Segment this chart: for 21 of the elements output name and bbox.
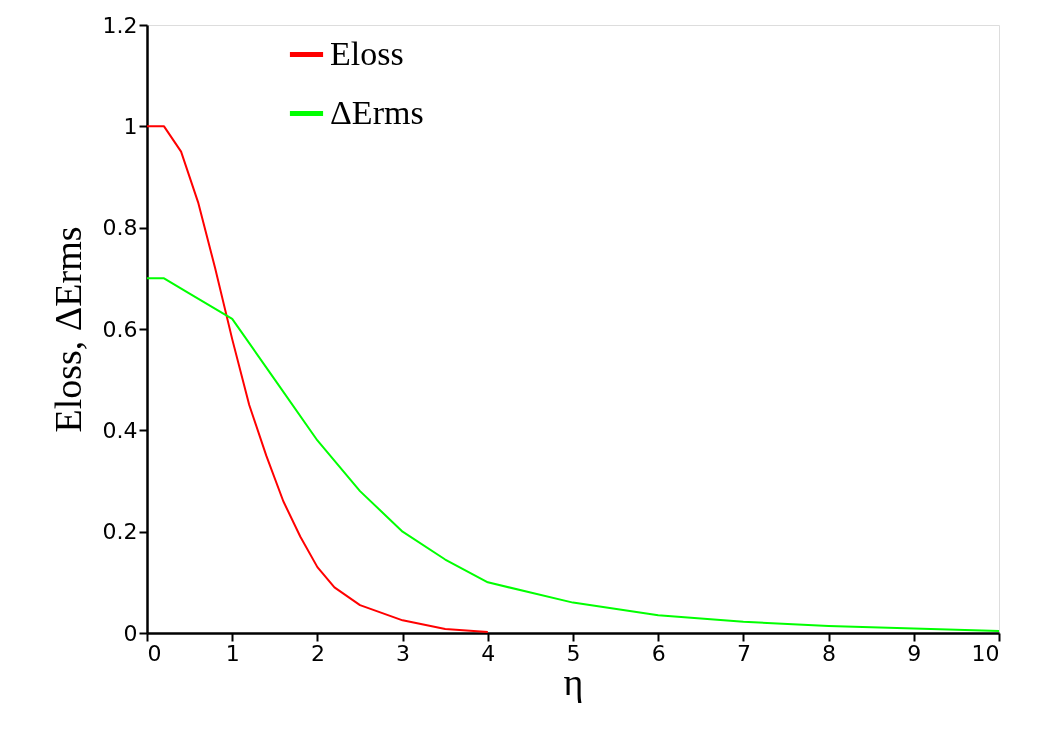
x-tick-label: 9: [907, 640, 922, 666]
y-tick-label: 0.6: [102, 316, 138, 342]
x-tick-label: 0: [147, 640, 162, 666]
x-tick-label: 10: [971, 640, 1000, 666]
y-axis-title: Eloss, ΔErms: [46, 226, 89, 433]
y-tick-label: 1: [123, 113, 138, 139]
x-tick-label: 7: [736, 640, 751, 666]
y-tick-label: 1.2: [102, 12, 138, 38]
x-tick-label: 8: [822, 640, 837, 666]
y-tick-label: 0: [123, 620, 138, 646]
y-tick-label: 0.4: [102, 417, 138, 443]
x-tick-label: 3: [396, 640, 411, 666]
x-tick-label: 4: [481, 640, 496, 666]
x-tick-label: 1: [225, 640, 240, 666]
x-tick-label: 2: [310, 640, 325, 666]
y-tick-label: 0.8: [102, 215, 138, 241]
legend-label: ΔErms: [330, 93, 424, 131]
legend-label: Eloss: [330, 34, 404, 72]
x-tick-label: 6: [651, 640, 666, 666]
y-tick-label: 0.2: [102, 519, 138, 545]
line-series: [146, 125, 489, 633]
